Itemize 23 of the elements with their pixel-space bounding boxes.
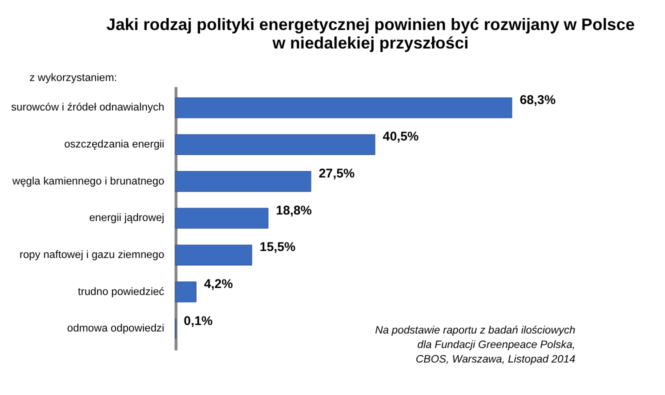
data-label: 68,3% (520, 92, 556, 107)
y-tick-label: odmowa odpowiedzi (67, 322, 164, 335)
bar (175, 134, 376, 155)
data-label: 27,5% (318, 166, 355, 181)
bar (175, 282, 196, 302)
y-tick-label: oszczędzania energii (64, 138, 164, 151)
bar (175, 97, 512, 118)
y-tick-label: węgla kamiennego i brunatnego (11, 175, 164, 188)
y-tick-label: surowców i źródeł odnawialnych (11, 102, 164, 114)
annotation: Na podstawie raportu z badań ilościowych dla Fundacji Greenpeace Polska, CBOS, Warszawa, Listopad 2014 (375, 324, 576, 366)
bar (175, 244, 252, 266)
y-tick-label: energii jądrowej (89, 212, 164, 224)
data-label: 4,2% (204, 277, 233, 292)
data-label: 0,1% (184, 314, 213, 328)
data-label: 15,5% (260, 240, 296, 254)
text: z wykorzystaniem: (29, 72, 118, 84)
chart-title: Jaki rodzaj polityki energetycznej powinien być rozwijany w Polsce w niedalekiej przyszłości (106, 15, 635, 53)
y-tick-label: trudno powiedzieć (78, 286, 165, 298)
data-label: 40,5% (382, 130, 419, 144)
y-tick-label: ropy naftowej i gazu ziemnego (20, 249, 164, 262)
data-label: 18,8% (276, 203, 312, 218)
bar (175, 208, 268, 229)
bar (175, 171, 312, 192)
